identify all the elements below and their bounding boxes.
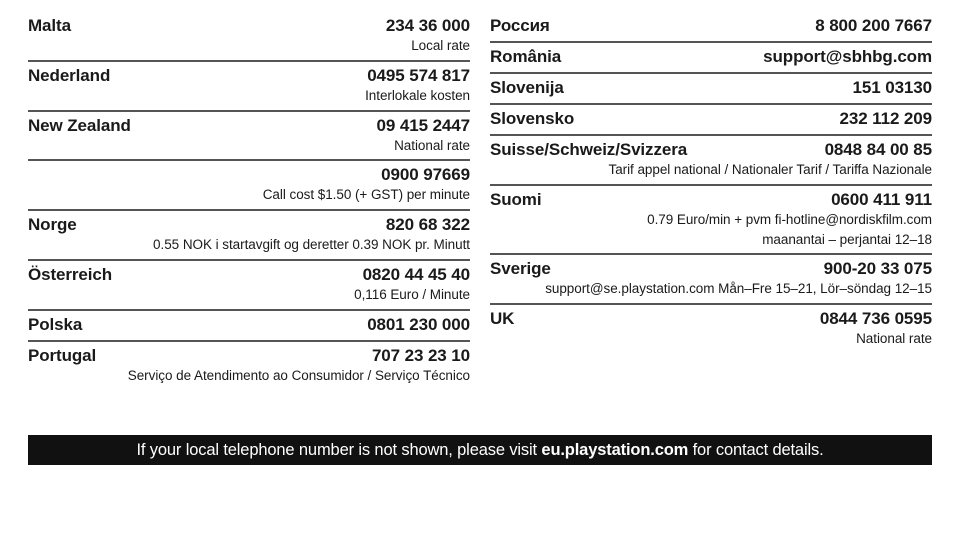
contact-entry: Portugal 707 23 23 10 Serviço de Atendimen… [28, 339, 470, 390]
contact-entry-main: UK 0844 736 0595 [490, 309, 932, 329]
contact-note: 0.79 Euro/min + pvm fi-hotline@nordiskfi… [647, 211, 932, 227]
contact-entry-main: Polska 0801 230 000 [28, 315, 470, 335]
contact-note: 0.55 NOK i startavgift og deretter 0.39 … [153, 237, 470, 253]
contact-value: 0848 84 00 85 [824, 140, 933, 159]
country-label: Suisse/Schweiz/Svizzera [490, 140, 688, 159]
contact-value: 232 112 209 [839, 109, 933, 128]
contact-entry: Suisse/Schweiz/Svizzera 0848 84 00 85 Tari… [490, 134, 932, 184]
contact-entry-main: Nederland 0495 574 817 [28, 66, 470, 86]
contact-entry: 0900 97669 Call cost $1.50 (+ GST) per mi… [28, 159, 470, 209]
country-label: Portugal [28, 345, 97, 365]
contact-value: 707 23 23 10 [371, 345, 470, 365]
contact-column-left: Malta 234 36 000 Local rate Nederland 0495 5… [28, 14, 470, 390]
contact-entry: Suomi 0600 411 911 0.79 Euro/min + pvm fi-… [490, 183, 932, 254]
contact-entry-main: Malta 234 36 000 [28, 16, 470, 36]
contact-entry-main: Slovensko 232 112 209 [490, 109, 932, 129]
contact-value: 900-20 33 075 [823, 259, 932, 279]
contact-note: Serviço de Atendimento ao Consumidor / S… [127, 367, 470, 383]
country-label: Malta [28, 16, 71, 35]
country-label: Slovensko [490, 109, 575, 128]
country-label: Slovenija [490, 78, 564, 97]
country-label: Sverige [490, 259, 551, 279]
country-label: Österreich [28, 265, 113, 285]
contact-entry: Nederland 0495 574 817 Interlokale kosten [28, 59, 470, 110]
contact-entry-main: Österreich 0820 44 45 40 [28, 265, 470, 285]
contact-value: 8 800 200 7667 [815, 16, 932, 35]
country-label: Nederland [28, 65, 111, 85]
country-label: New Zealand [28, 115, 131, 135]
contact-value: 0495 574 817 [367, 65, 470, 85]
contact-entry: Malta 234 36 000 Local rate [28, 14, 470, 60]
contact-entry: România support@sbhbg.com [490, 41, 932, 72]
footer-text-before: If your local telephone number is not sh… [136, 440, 542, 459]
contact-entry: Россия 8 800 200 7667 [490, 14, 932, 41]
country-label: Polska [28, 314, 83, 334]
country-label: UK [490, 309, 515, 329]
contact-entry-main: Россия 8 800 200 7667 [490, 16, 932, 36]
contact-note: National rate [856, 331, 932, 347]
contact-entry-main: Portugal 707 23 23 10 [28, 346, 470, 366]
contact-entry: Norge 820 68 322 0.55 NOK i startavgift og… [28, 209, 470, 259]
contact-entry: Polska 0801 230 000 [28, 308, 470, 340]
contact-entry-main: 0900 97669 [28, 165, 470, 185]
contact-value: 820 68 322 [385, 215, 470, 235]
contact-value: 0900 97669 [381, 165, 470, 185]
country-label: România [490, 47, 562, 66]
contact-entry-main: Slovenija 151 03130 [490, 78, 932, 98]
footer-website-link[interactable]: eu.playstation.com [541, 440, 689, 459]
contact-note: maanantai – perjantai 12–18 [762, 231, 932, 247]
footer-text-after: for contact details. [688, 440, 824, 459]
footer-banner: If your local telephone number is not sh… [28, 435, 932, 465]
contact-entry-main: New Zealand 09 415 2447 [28, 116, 470, 136]
contact-entry: Slovensko 232 112 209 [490, 103, 932, 134]
country-label: Suomi [490, 189, 542, 209]
contact-note: National rate [394, 137, 470, 153]
contact-note: Interlokale kosten [365, 87, 470, 103]
footer-banner-text: If your local telephone number is not sh… [136, 441, 823, 460]
contact-entry-main: România support@sbhbg.com [490, 47, 932, 67]
contact-entry: Slovenija 151 03130 [490, 72, 932, 103]
contact-entry-main: Suomi 0600 411 911 [490, 190, 932, 210]
country-label: Norge [28, 215, 77, 235]
contact-columns: Malta 234 36 000 Local rate Nederland 0495 5… [0, 14, 960, 390]
contact-value: 0844 736 0595 [819, 309, 932, 329]
contact-note: 0,116 Euro / Minute [354, 287, 470, 303]
contact-note: support@se.playstation.com Mån–Fre 15–21… [545, 281, 932, 297]
contact-value: 0801 230 000 [367, 314, 470, 334]
contact-note: Local rate [411, 38, 470, 53]
contact-entry-main: Suisse/Schweiz/Svizzera 0848 84 00 85 [490, 140, 932, 160]
contact-value: 0820 44 45 40 [362, 265, 471, 285]
contact-value: 234 36 000 [385, 16, 470, 35]
country-label: Россия [490, 16, 550, 35]
contact-note: Call cost $1.50 (+ GST) per minute [262, 187, 470, 203]
contact-entry: Sverige 900-20 33 075 support@se.playstati… [490, 253, 932, 303]
contact-value: 09 415 2447 [376, 115, 471, 135]
contact-value: support@sbhbg.com [763, 47, 932, 66]
contact-entry-main: Sverige 900-20 33 075 [490, 259, 932, 279]
contact-entry-main: Norge 820 68 322 [28, 215, 470, 235]
contact-entry: Österreich 0820 44 45 40 0,116 Euro / Minu… [28, 259, 470, 309]
contact-value: 151 03130 [852, 78, 933, 97]
contact-column-right: Россия 8 800 200 7667 România support@sbhbg… [490, 14, 932, 353]
contact-entry: New Zealand 09 415 2447 National rate [28, 109, 470, 160]
contact-note: Tarif appel national / Nationaler Tarif … [608, 162, 933, 177]
contact-value: 0600 411 911 [831, 189, 932, 209]
contact-entry: UK 0844 736 0595 National rate [490, 303, 932, 353]
